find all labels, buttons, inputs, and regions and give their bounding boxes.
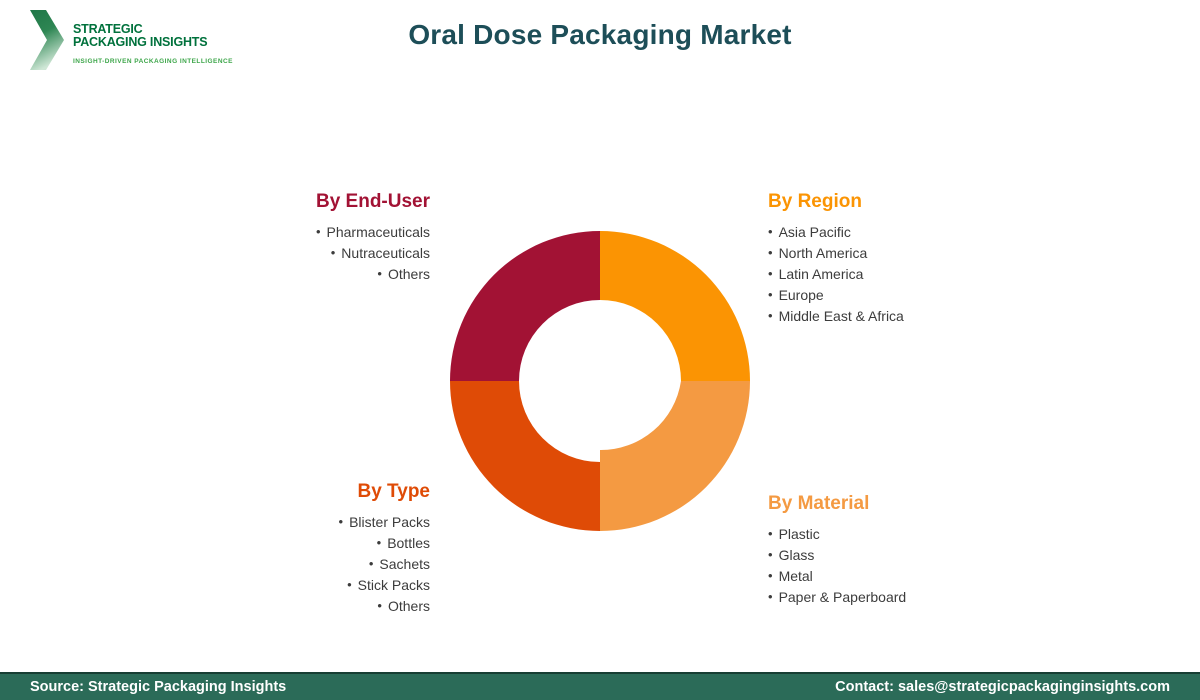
- bullet-icon: •: [768, 526, 773, 541]
- bullet-icon: •: [768, 589, 773, 604]
- bullet-icon: •: [768, 547, 773, 562]
- logo-text: STRATEGIC PACKAGING INSIGHTS INSIGHT-DRI…: [73, 10, 233, 66]
- segment-item-label: Glass: [778, 547, 815, 563]
- segment-end-user: By End-User • Pharmaceuticals • Nutraceutic…: [316, 191, 430, 285]
- bullet-icon: •: [768, 568, 773, 583]
- logo-tagline: INSIGHT-DRIVEN PACKAGING INTELLIGENCE: [73, 58, 233, 65]
- donut-slice-type: [450, 381, 600, 531]
- segment-item-label: Nutraceuticals: [341, 245, 430, 261]
- segment-item-label: Latin America: [778, 266, 864, 282]
- footer-bar: Source: Strategic Packaging Insights Con…: [0, 672, 1200, 700]
- segment-material-list: • Plastic • Glass • Metal • Paper & Paperboard: [768, 524, 906, 608]
- logo-name-line2: PACKAGING INSIGHTS: [73, 35, 208, 49]
- segment-list-item: • Sachets: [339, 554, 430, 575]
- segment-item-label: Metal: [778, 568, 813, 584]
- segment-material-heading: By Material: [768, 493, 870, 514]
- segment-item-label: North America: [778, 245, 868, 261]
- segment-region-list: • Asia Pacific • North America • Latin Americ…: [768, 222, 904, 327]
- segment-item-label: Sachets: [379, 556, 430, 572]
- segment-item-label: Others: [387, 598, 430, 614]
- segment-item-label: Paper & Paperboard: [778, 589, 907, 605]
- segment-item-label: Stick Packs: [357, 577, 430, 593]
- segment-list-item: • Others: [316, 264, 430, 285]
- segment-type: By Type • Blister Packs • Bottles • Sachets • S…: [339, 481, 430, 617]
- segment-material: By Material • Plastic • Glass • Metal • Paper &…: [768, 493, 906, 608]
- bullet-icon: •: [377, 598, 382, 613]
- segment-item-label: Blister Packs: [349, 514, 430, 530]
- segment-list-item: • Metal: [768, 566, 906, 587]
- logo-name-line1: STRATEGIC: [73, 22, 143, 36]
- segment-list-item: • Others: [339, 596, 430, 617]
- segment-item-label: Plastic: [778, 526, 820, 542]
- bullet-icon: •: [338, 514, 344, 529]
- segment-list-item: • Latin America: [768, 264, 904, 285]
- segment-item-label: Others: [387, 266, 430, 282]
- bullet-icon: •: [768, 308, 773, 323]
- footer-contact: Contact: sales@strategicpackaginginsight…: [835, 679, 1170, 695]
- segment-region: By Region • Asia Pacific • North America • La…: [768, 191, 904, 327]
- bullet-icon: •: [377, 266, 382, 281]
- segment-item-label: Pharmaceuticals: [326, 224, 431, 240]
- segment-list-item: • Blister Packs: [339, 512, 430, 533]
- segment-end-user-list: • Pharmaceuticals • Nutraceuticals • Others: [316, 222, 430, 285]
- segment-end-user-heading: By End-User: [315, 191, 430, 212]
- bullet-icon: •: [368, 556, 374, 571]
- donut-slice-region: [600, 231, 750, 381]
- segment-list-item: • Middle East & Africa: [768, 306, 904, 327]
- donut-chart: [450, 231, 750, 531]
- footer-source: Source: Strategic Packaging Insights: [30, 679, 287, 695]
- company-logo: STRATEGIC PACKAGING INSIGHTS INSIGHT-DRI…: [30, 10, 233, 70]
- segment-list-item: • North America: [768, 243, 904, 264]
- bullet-icon: •: [768, 245, 773, 260]
- donut-slice-end-user: [450, 231, 600, 381]
- bullet-icon: •: [768, 224, 773, 239]
- segment-item-label: Bottles: [387, 535, 430, 551]
- segment-type-heading: By Type: [357, 481, 430, 502]
- segment-item-label: Europe: [778, 287, 824, 303]
- segment-type-list: • Blister Packs • Bottles • Sachets • Stick Pac…: [339, 512, 430, 617]
- segment-list-item: • Stick Packs: [339, 575, 430, 596]
- bullet-icon: •: [768, 287, 773, 302]
- segment-item-label: Middle East & Africa: [778, 308, 904, 324]
- segment-list-item: • Asia Pacific: [768, 222, 904, 243]
- segment-item-label: Asia Pacific: [778, 224, 851, 240]
- segment-list-item: • Europe: [768, 285, 904, 306]
- segment-region-heading: By Region: [768, 191, 862, 212]
- segment-list-item: • Pharmaceuticals: [316, 222, 430, 243]
- page-title: Oral Dose Packaging Market: [408, 19, 792, 50]
- bullet-icon: •: [330, 245, 336, 260]
- bullet-icon: •: [315, 224, 321, 239]
- bullet-icon: •: [768, 266, 773, 281]
- segment-list-item: • Glass: [768, 545, 906, 566]
- segment-list-item: • Paper & Paperboard: [768, 587, 906, 608]
- donut-slice-material: [600, 381, 750, 531]
- chevron-logo-icon: [30, 10, 64, 70]
- segment-list-item: • Nutraceuticals: [316, 243, 430, 264]
- bullet-icon: •: [376, 535, 382, 550]
- bullet-icon: •: [347, 577, 352, 592]
- segment-list-item: • Bottles: [339, 533, 430, 554]
- segment-list-item: • Plastic: [768, 524, 906, 545]
